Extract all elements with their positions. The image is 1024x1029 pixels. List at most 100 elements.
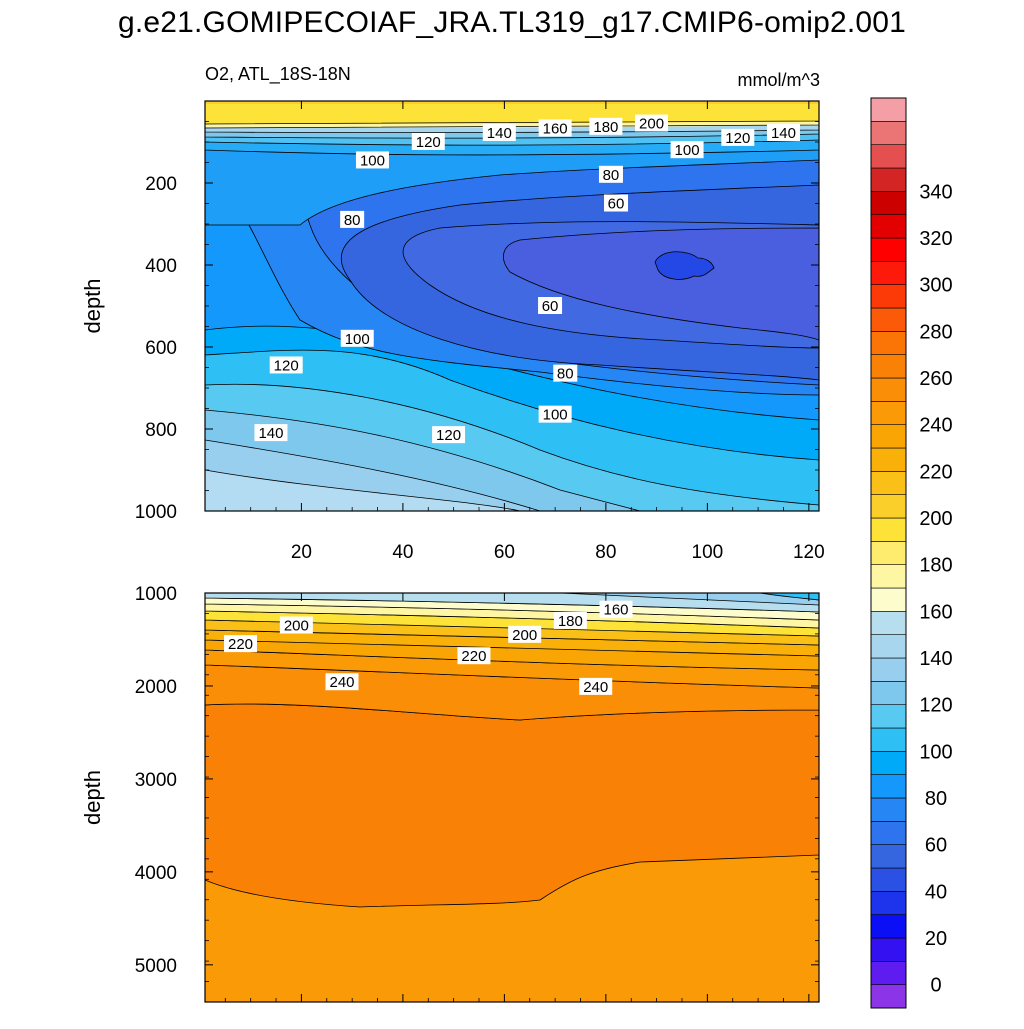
y-tick-label: 600 bbox=[145, 338, 177, 359]
colorbar-tick-label: 20 bbox=[925, 928, 947, 950]
contour-label: 140 bbox=[254, 424, 288, 442]
contour-label: 80 bbox=[340, 210, 365, 229]
fill-band bbox=[503, 227, 819, 341]
x-tick-label: 40 bbox=[392, 542, 413, 563]
contour-label-text: 220 bbox=[461, 648, 486, 665]
colorbar-tick-label: 240 bbox=[919, 415, 952, 437]
colorbar: 0 20 40 60 80 100 120 140 160 180 200 220 240 260 280 3… bbox=[870, 97, 953, 1009]
axes: 20 40 60 80 100 120 200 400 600 800 1000 depth 1000 2… bbox=[80, 101, 825, 1002]
contour-label-text: 160 bbox=[543, 120, 568, 137]
contour-label: 240 bbox=[325, 673, 359, 691]
colorbar-swatch bbox=[870, 307, 907, 332]
contour-label-text: 140 bbox=[771, 125, 796, 142]
contour-label-box bbox=[589, 117, 623, 135]
y-tick-label: 1000 bbox=[135, 502, 177, 523]
colorbar-tick-label: 0 bbox=[930, 975, 941, 997]
contour-label-box bbox=[599, 600, 633, 618]
contour-label: 100 bbox=[355, 151, 389, 169]
colorbar-tick-label: 180 bbox=[919, 555, 952, 577]
contour-label-text: 80 bbox=[603, 167, 620, 184]
colorbar-swatch bbox=[870, 564, 907, 589]
colorbar-swatch bbox=[870, 471, 907, 495]
colorbar-swatch bbox=[870, 284, 907, 309]
y-tick-label: 200 bbox=[145, 174, 177, 195]
contour-label-text: 100 bbox=[345, 331, 370, 348]
colorbar-tick-label: 140 bbox=[919, 648, 952, 670]
contour-label-text: 100 bbox=[675, 142, 700, 159]
contour-label-box bbox=[508, 625, 542, 643]
contour-label-box bbox=[766, 123, 800, 141]
contour-label-text: 140 bbox=[258, 425, 283, 442]
contour-label-box bbox=[538, 405, 572, 423]
contour-label-box bbox=[579, 677, 613, 695]
contour-label: 200 bbox=[508, 625, 542, 644]
contour-label-box bbox=[457, 647, 491, 665]
colorbar-tick-label: 160 bbox=[919, 601, 952, 623]
colorbar-swatch bbox=[870, 867, 907, 892]
contour-label-text: 60 bbox=[608, 196, 625, 213]
contour-label: 140 bbox=[482, 123, 516, 142]
contour-labels: 200 180 160 140 140 120 120 100 100 80 80 60 60 100 12… bbox=[224, 114, 800, 696]
colorbar-swatch bbox=[870, 751, 907, 775]
colorbar-tick-label: 280 bbox=[919, 321, 952, 343]
contour-label: 60 bbox=[538, 297, 563, 315]
contour-label-box bbox=[553, 611, 587, 629]
y-tick-label: 400 bbox=[145, 256, 177, 277]
colorbar-swatch bbox=[870, 844, 907, 869]
contour-label-text: 180 bbox=[558, 613, 583, 630]
contour-label-box bbox=[721, 128, 755, 146]
contour-label-box bbox=[340, 210, 365, 228]
colorbar-swatch bbox=[870, 984, 907, 1009]
contour-label-text: 140 bbox=[487, 125, 512, 142]
y-axis-label: depth bbox=[80, 770, 105, 825]
colorbar-swatch bbox=[870, 144, 907, 169]
contour-label-box bbox=[604, 194, 629, 212]
x-tick-label: 60 bbox=[494, 542, 515, 563]
contour-label-box bbox=[670, 141, 704, 159]
contour-label: 80 bbox=[598, 165, 623, 184]
colorbar-swatch bbox=[870, 611, 907, 635]
fill-band bbox=[759, 593, 819, 601]
contour-label-text: 120 bbox=[274, 357, 299, 374]
contour-label: 220 bbox=[224, 635, 258, 653]
colorbar-swatch bbox=[870, 331, 907, 355]
panel-title-left: O2, ATL_18S-18N bbox=[205, 64, 351, 84]
contour-label-box bbox=[538, 297, 563, 314]
contour-label-box bbox=[269, 356, 303, 374]
colorbar-tick-label: 100 bbox=[919, 741, 952, 763]
colorbar-tick-label: 260 bbox=[919, 368, 952, 390]
colorbar-swatch bbox=[870, 377, 907, 402]
y-tick-label: 2000 bbox=[135, 677, 177, 698]
contour-label: 220 bbox=[457, 647, 491, 665]
colorbar-swatch bbox=[870, 587, 907, 612]
colorbar-swatch bbox=[870, 97, 907, 122]
x-tick-label: 120 bbox=[793, 542, 825, 563]
colorbar-swatch bbox=[870, 657, 907, 682]
colorbar-swatch bbox=[870, 494, 907, 519]
colorbar-swatch bbox=[870, 821, 907, 845]
x-tick-label: 80 bbox=[595, 542, 616, 563]
fill-band bbox=[205, 101, 819, 104]
colorbar-swatch bbox=[870, 681, 907, 705]
colorbar-swatch bbox=[870, 891, 907, 915]
colorbar-tick-label: 80 bbox=[925, 788, 947, 810]
colorbar-tick-label: 200 bbox=[919, 508, 952, 530]
contour-label-text: 100 bbox=[543, 407, 568, 424]
colorbar-swatch bbox=[870, 401, 907, 425]
colorbar-swatch bbox=[870, 704, 907, 729]
contour-label-text: 220 bbox=[228, 636, 253, 653]
colorbar-tick-label: 340 bbox=[919, 181, 952, 203]
colorbar-swatch bbox=[870, 914, 907, 939]
contour-label: 100 bbox=[670, 141, 704, 159]
colorbar-swatch bbox=[870, 774, 907, 799]
contour-label-box bbox=[325, 673, 359, 691]
contour-label-box bbox=[538, 119, 572, 137]
colorbar-frame bbox=[870, 97, 907, 1009]
contour-label-text: 80 bbox=[557, 366, 574, 383]
colorbar-swatch bbox=[870, 541, 907, 565]
contour-label-box bbox=[340, 329, 374, 347]
lower-panel-fills bbox=[205, 593, 819, 1002]
y-tick-label: 4000 bbox=[135, 863, 177, 884]
colorbar-swatch bbox=[870, 517, 907, 542]
